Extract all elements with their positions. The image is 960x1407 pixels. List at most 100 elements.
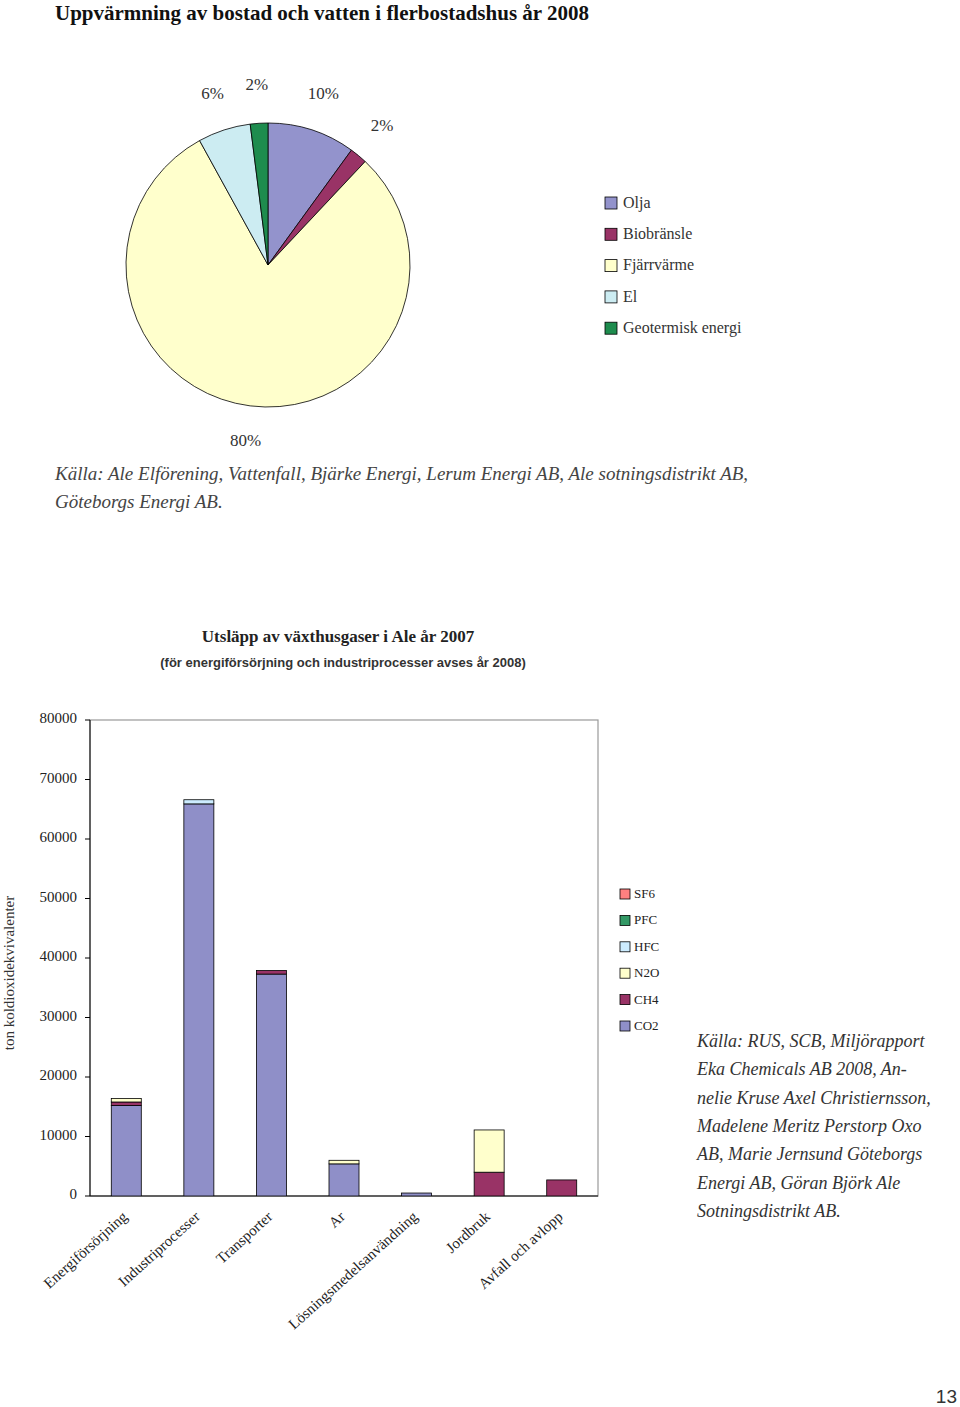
y-tick [85, 898, 90, 899]
y-tick-label: 70000 [40, 770, 78, 786]
bar-segment [184, 800, 214, 804]
bar-segment [256, 970, 286, 971]
pie-data-label: 2% [371, 116, 394, 135]
pie-source: Källa: Ale Elförening, Vattenfall, Bjärk… [54, 463, 748, 484]
bar-segment [111, 1106, 141, 1196]
pie-data-label: 2% [245, 75, 268, 94]
bar-segment [402, 1193, 432, 1196]
y-tick-label: 0 [70, 1186, 78, 1202]
bar-segment [474, 1172, 504, 1196]
bar-segment [474, 1129, 504, 1130]
y-tick [85, 839, 90, 840]
legend-label: CH4 [634, 992, 659, 1007]
pie-slice [250, 123, 268, 265]
x-tick-label: Lösningsmedelsanvändning [285, 1208, 421, 1332]
bar-segment [256, 970, 286, 971]
page: Uppvärmning av bostad och vatten i flerb… [0, 0, 960, 1407]
bar-title: Utsläpp av växthusgaser i Ale år 2007 [202, 627, 475, 646]
y-tick-label: 80000 [40, 710, 78, 726]
bar-source: Eka Chemicals AB 2008, An- [696, 1059, 907, 1079]
bar-segment [111, 1098, 141, 1099]
bar-segment [256, 970, 286, 974]
y-tick [85, 720, 90, 721]
x-tick-label: Transporter [213, 1208, 275, 1266]
bar-segment [402, 1193, 432, 1194]
legend-swatch [620, 1021, 630, 1031]
bar-segment [329, 1160, 359, 1161]
y-tick [85, 1017, 90, 1018]
bar-legend: SF6PFCHFCN2OCH4CO2 [620, 886, 659, 1033]
bar-source: Sotningsdistrikt AB. [697, 1201, 841, 1221]
x-tick-label: Industriprocesser [115, 1208, 202, 1289]
y-tick-label: 10000 [40, 1127, 78, 1143]
pie-title: Uppvärmning av bostad och vatten i flerb… [55, 1, 589, 25]
legend-swatch [605, 260, 617, 272]
bar-subtitle: (för energiförsörjning och industriproce… [160, 655, 526, 670]
bar-segment [111, 1102, 141, 1106]
bar-segment [329, 1164, 359, 1196]
bar-segment [111, 1098, 141, 1099]
legend-swatch [620, 968, 630, 978]
bar-segment [402, 1193, 432, 1194]
bar-segment [547, 1180, 577, 1196]
x-tick-label: Avfall och avlopp [475, 1208, 565, 1292]
y-tick-label: 60000 [40, 829, 78, 845]
bar-segment [184, 799, 214, 800]
bar-source: nelie Kruse Axel Christiernsson, [697, 1088, 931, 1108]
bar-segment [111, 1098, 141, 1102]
legend-label: HFC [634, 939, 659, 954]
legend-swatch [605, 197, 617, 209]
pie-data-label: 10% [308, 84, 339, 103]
page-number: 13 [936, 1386, 957, 1407]
y-tick [85, 779, 90, 780]
legend-label: El [623, 288, 638, 305]
bar-source: AB, Marie Jernsund Göteborgs [696, 1144, 922, 1164]
bars [111, 800, 576, 1196]
bar-segment [256, 970, 286, 971]
bar-segment [329, 1160, 359, 1161]
x-tick-label: Jordbruk [443, 1208, 494, 1256]
bar-source: Madelene Meritz Perstorp Oxo [696, 1116, 921, 1136]
bar-segment [402, 1193, 432, 1194]
y-tick-label: 40000 [40, 948, 78, 964]
legend-label: SF6 [634, 886, 655, 901]
bar-source: Energi AB, Göran Björk Ale [696, 1173, 900, 1193]
legend-label: Olja [623, 194, 651, 212]
bar-segment [184, 804, 214, 1196]
legend-swatch [620, 915, 630, 925]
bar-segment [111, 1098, 141, 1099]
bar-source: Källa: RUS, SCB, Miljörapport [696, 1031, 926, 1051]
bar-segment [474, 1129, 504, 1130]
y-tick [85, 1077, 90, 1078]
bar-segment [547, 1179, 577, 1180]
bar-segment [402, 1193, 432, 1194]
bar-segment [402, 1193, 432, 1194]
bar-segment [547, 1179, 577, 1180]
bar-segment [474, 1129, 504, 1130]
bar-segment [256, 970, 286, 971]
legend-swatch [605, 291, 617, 303]
pie-legend: OljaBiobränsleFjärrvärmeElGeotermisk ene… [605, 194, 742, 337]
y-tick-label: 30000 [40, 1008, 78, 1024]
legend-swatch [620, 942, 630, 952]
bar-segment [547, 1179, 577, 1180]
bar-segment [547, 1179, 577, 1180]
y-tick [85, 1136, 90, 1137]
legend-label: PFC [634, 912, 657, 927]
bar-segment [329, 1160, 359, 1164]
bar-segment [474, 1130, 504, 1172]
bar-segment [256, 974, 286, 1196]
legend-label: Fjärrvärme [623, 256, 694, 274]
bar-segment [184, 799, 214, 800]
legend-label: Biobränsle [623, 225, 692, 242]
legend-label: N2O [634, 965, 659, 980]
x-tick-label: Ar [326, 1208, 348, 1230]
pie-data-label: 80% [230, 431, 261, 450]
y-axis-label: ton koldioxidekvivalenter [1, 896, 17, 1051]
y-tick-label: 50000 [40, 889, 78, 905]
pie-slices [126, 123, 410, 407]
y-tick-label: 20000 [40, 1067, 78, 1083]
y-tick [85, 958, 90, 959]
legend-swatch [605, 322, 617, 334]
pie-source: Göteborgs Energi AB. [55, 491, 223, 512]
